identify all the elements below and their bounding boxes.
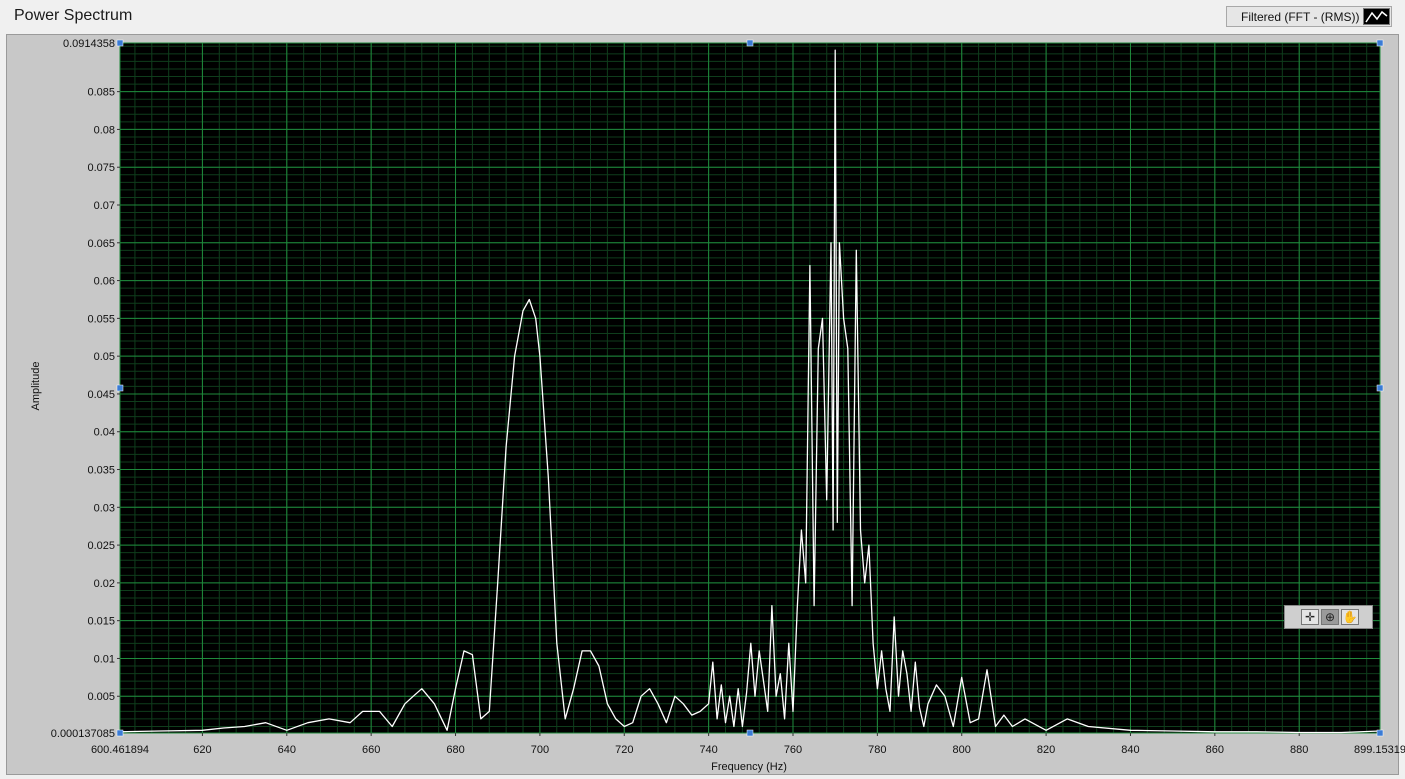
y-tick-label: 0.065: [87, 238, 115, 250]
resize-handle[interactable]: [116, 729, 124, 737]
pan-hand-icon[interactable]: ✋: [1341, 609, 1359, 625]
resize-handle[interactable]: [1376, 384, 1384, 392]
y-tick-label: 0.085: [87, 87, 115, 99]
x-tick-label: 800: [953, 744, 971, 756]
x-tick-label: 880: [1290, 744, 1308, 756]
x-tick-label: 780: [868, 744, 886, 756]
x-tick-label: 740: [699, 744, 717, 756]
x-tick-label: 640: [278, 744, 296, 756]
y-tick-label: 0.07: [94, 200, 115, 212]
x-tick-label: 860: [1206, 744, 1224, 756]
x-tick-label: 660: [362, 744, 380, 756]
y-tick-label: 0.000137085: [51, 728, 115, 740]
cursor-crosshair-icon[interactable]: ✛: [1301, 609, 1319, 625]
plot-area-handles: [116, 39, 1384, 737]
title-bar: Power Spectrum Filtered (FFT - (RMS)): [0, 0, 1405, 32]
y-tick-label: 0.035: [87, 465, 115, 477]
y-tick-label: 0.0914358: [63, 38, 115, 50]
y-tick-label: 0.06: [94, 276, 115, 288]
y-axis-label: Amplitude: [30, 361, 42, 411]
x-tick-label: 700: [531, 744, 549, 756]
series-layer: [119, 49, 1381, 734]
y-tick-label: 0.03: [94, 502, 115, 514]
x-tick-label: 620: [193, 744, 211, 756]
y-tick-label: 0.015: [87, 616, 115, 628]
x-axis-label: Frequency (Hz): [711, 761, 787, 773]
x-tick-label: 680: [446, 744, 464, 756]
plot-background: [120, 43, 1380, 733]
resize-handle[interactable]: [1376, 729, 1384, 737]
grid: [119, 42, 1381, 734]
x-tick-label: 899.15319: [1354, 744, 1405, 756]
y-tick-label: 0.04: [94, 427, 115, 439]
resize-handle[interactable]: [746, 729, 754, 737]
y-tick-label: 0.08: [94, 124, 115, 136]
plot-legend[interactable]: Filtered (FFT - (RMS)): [1226, 6, 1392, 27]
resize-handle[interactable]: [116, 384, 124, 392]
x-tick-label: 720: [615, 744, 633, 756]
y-tick-label: 0.055: [87, 313, 115, 325]
series-line: [119, 49, 1381, 734]
zoom-icon[interactable]: ⊕: [1321, 609, 1339, 625]
x-tick-label: 840: [1121, 744, 1139, 756]
y-tick-label: 0.045: [87, 389, 115, 401]
x-tick-label: 820: [1037, 744, 1055, 756]
y-tick-label: 0.01: [94, 653, 115, 665]
legend-series-label: Filtered (FFT - (RMS)): [1241, 10, 1360, 24]
y-tick-label: 0.075: [87, 162, 115, 174]
y-tick-label: 0.05: [94, 351, 115, 363]
resize-handle[interactable]: [1376, 39, 1384, 47]
x-tick-label: 600.461894: [91, 744, 149, 756]
chart-title: Power Spectrum: [14, 7, 133, 24]
legend-line-swatch-icon[interactable]: [1363, 8, 1390, 25]
resize-handle[interactable]: [746, 39, 754, 47]
y-tick-label: 0.02: [94, 578, 115, 590]
x-tick-label: 760: [784, 744, 802, 756]
resize-handle[interactable]: [116, 39, 124, 47]
graph-palette: ✛ ⊕ ✋: [1284, 605, 1373, 629]
y-tick-label: 0.005: [87, 691, 115, 703]
tick-labels: 0.000137085 0.005 0.01 0.015 0.02 0.025 0.03 0.…: [51, 38, 1405, 756]
y-tick-label: 0.025: [87, 540, 115, 552]
